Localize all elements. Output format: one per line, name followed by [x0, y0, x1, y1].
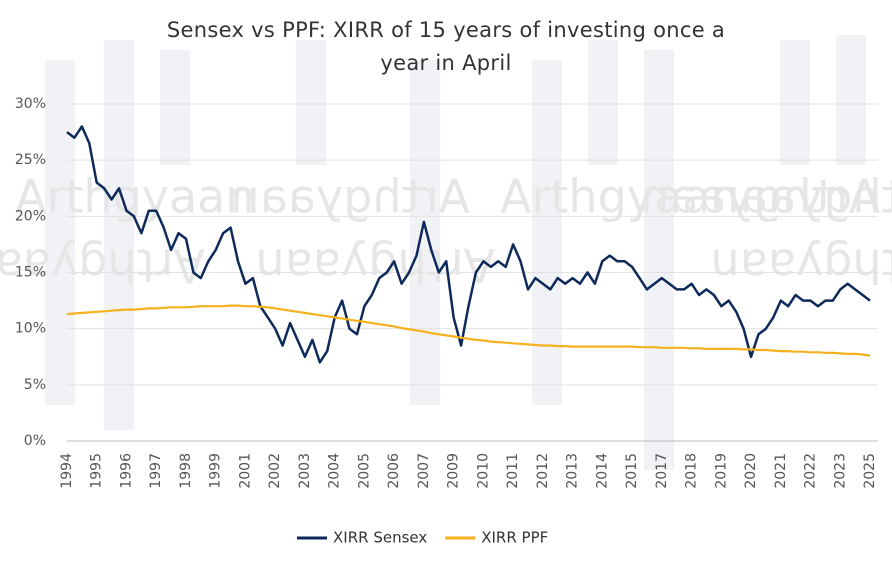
y-tick-label: 10%	[15, 321, 46, 337]
watermark: Arthgyaan	[230, 170, 470, 224]
band	[532, 60, 562, 405]
y-tick-label: 20%	[15, 208, 46, 224]
y-tick-label: 5%	[24, 377, 46, 393]
x-tick-label: 2010	[475, 453, 491, 489]
x-tick-label: 2022	[803, 453, 819, 489]
band	[410, 60, 440, 405]
x-tick-label: 1996	[118, 453, 134, 489]
x-tick-label: 1998	[178, 453, 194, 489]
watermark: Arthgyaan	[710, 239, 892, 293]
x-tick-label: 2023	[832, 453, 848, 489]
x-tick-label: 2012	[535, 453, 551, 489]
x-tick-label: 2001	[237, 453, 253, 489]
x-tick-label: 2003	[297, 453, 313, 489]
x-tick-label: 2009	[446, 453, 462, 489]
y-tick-label: 0%	[24, 433, 46, 449]
band	[588, 40, 618, 165]
x-tick-label: 1995	[89, 453, 105, 489]
watermarks: ArthgyaanArthgyaanArthgyaanArthgyaanArth…	[0, 170, 892, 293]
x-tick-label: 2004	[327, 453, 343, 489]
watermark: Arthgyaan	[710, 170, 892, 224]
band	[780, 40, 810, 165]
series-line	[66, 125, 871, 364]
chart-title: Sensex vs PPF: XIRR of 15 years of inves…	[166, 18, 726, 75]
y-tick-label: 30%	[15, 96, 46, 112]
band	[45, 60, 75, 405]
series-line	[66, 304, 871, 357]
x-tick-label: 1994	[59, 453, 75, 489]
x-tick-label: 2017	[654, 453, 670, 489]
band	[160, 50, 190, 165]
x-tick-label: 2020	[743, 453, 759, 489]
band	[836, 35, 866, 165]
watermark: Arthgyaan	[500, 170, 740, 224]
x-tick-label: 1999	[208, 453, 224, 489]
x-tick-label: 2011	[505, 453, 521, 489]
y-tick-label: 25%	[15, 152, 46, 168]
band	[104, 40, 134, 430]
x-tick-label: 2018	[684, 453, 700, 489]
x-tick-label: 2021	[773, 453, 789, 489]
legend-label: XIRR Sensex	[333, 529, 427, 547]
x-tick-label: 2005	[356, 453, 372, 489]
x-tick-label: 2014	[594, 453, 610, 489]
x-tick-label: 2006	[386, 453, 402, 489]
watermark: Arthgyaan	[15, 170, 255, 224]
x-tick-label: 2015	[624, 453, 640, 489]
y-tick-label: 15%	[15, 265, 46, 281]
x-tick-label: 1997	[148, 453, 164, 489]
legend-label: XIRR PPF	[481, 529, 548, 547]
watermark: Arthgyaan	[640, 170, 880, 224]
x-tick-label: 2019	[713, 453, 729, 489]
watermark: Arthgyaan	[255, 239, 495, 293]
x-tick-label: 2007	[416, 453, 432, 489]
x-tick-label: 2013	[565, 453, 581, 489]
band	[644, 50, 674, 470]
band	[296, 40, 326, 165]
x-tick-label: 2002	[267, 453, 283, 489]
x-tick-label: 2025	[862, 453, 878, 489]
background-bands	[45, 35, 866, 470]
